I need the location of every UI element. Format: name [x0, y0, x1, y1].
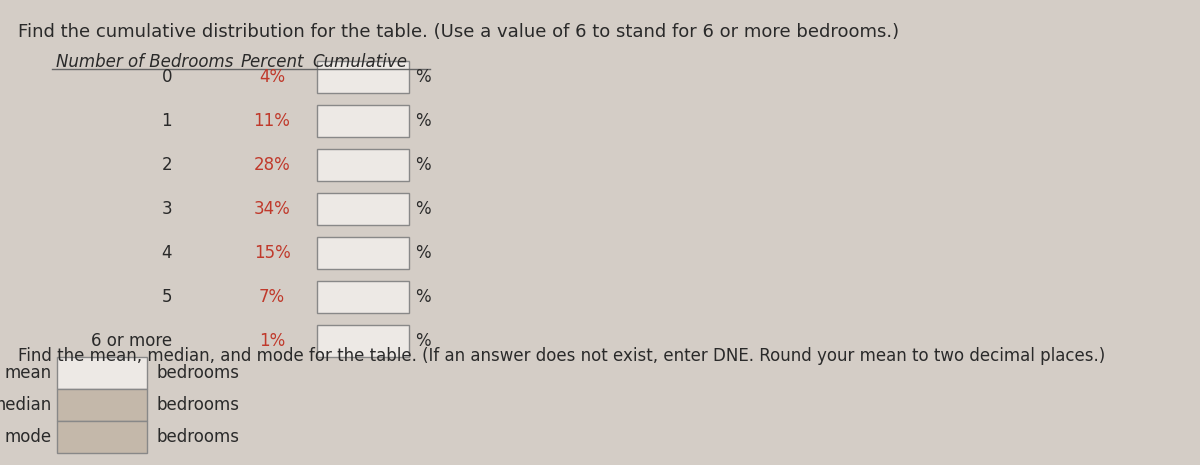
- Text: Find the mean, median, and mode for the table. (If an answer does not exist, ent: Find the mean, median, and mode for the …: [18, 347, 1105, 365]
- Text: Number of Bedrooms: Number of Bedrooms: [56, 53, 234, 71]
- Text: 28%: 28%: [253, 156, 290, 174]
- Text: bedrooms: bedrooms: [156, 428, 239, 446]
- Text: 15%: 15%: [253, 244, 290, 262]
- Text: 0: 0: [162, 68, 172, 86]
- FancyBboxPatch shape: [317, 325, 409, 357]
- FancyBboxPatch shape: [317, 105, 409, 137]
- Text: bedrooms: bedrooms: [156, 396, 239, 414]
- Text: 1: 1: [161, 112, 172, 130]
- Text: %: %: [415, 200, 431, 218]
- Text: 5: 5: [162, 288, 172, 306]
- FancyBboxPatch shape: [58, 421, 148, 453]
- Text: %: %: [415, 112, 431, 130]
- FancyBboxPatch shape: [317, 61, 409, 93]
- FancyBboxPatch shape: [317, 193, 409, 225]
- Text: Percent: Percent: [240, 53, 304, 71]
- FancyBboxPatch shape: [58, 357, 148, 389]
- Text: mode: mode: [5, 428, 52, 446]
- Text: 34%: 34%: [253, 200, 290, 218]
- Text: mean: mean: [5, 364, 52, 382]
- Text: bedrooms: bedrooms: [156, 364, 239, 382]
- Text: Find the cumulative distribution for the table. (Use a value of 6 to stand for 6: Find the cumulative distribution for the…: [18, 23, 899, 41]
- Text: %: %: [415, 68, 431, 86]
- FancyBboxPatch shape: [317, 237, 409, 269]
- Text: %: %: [415, 288, 431, 306]
- Text: Cumulative: Cumulative: [312, 53, 408, 71]
- Text: 7%: 7%: [259, 288, 286, 306]
- Text: 2: 2: [161, 156, 172, 174]
- Text: 4: 4: [162, 244, 172, 262]
- Text: %: %: [415, 332, 431, 350]
- FancyBboxPatch shape: [317, 281, 409, 313]
- Text: 1%: 1%: [259, 332, 286, 350]
- Text: 6 or more: 6 or more: [91, 332, 172, 350]
- Text: median: median: [0, 396, 52, 414]
- Text: %: %: [415, 244, 431, 262]
- FancyBboxPatch shape: [58, 389, 148, 421]
- FancyBboxPatch shape: [317, 149, 409, 181]
- Text: 3: 3: [161, 200, 172, 218]
- Text: %: %: [415, 156, 431, 174]
- Text: 4%: 4%: [259, 68, 286, 86]
- Text: 11%: 11%: [253, 112, 290, 130]
